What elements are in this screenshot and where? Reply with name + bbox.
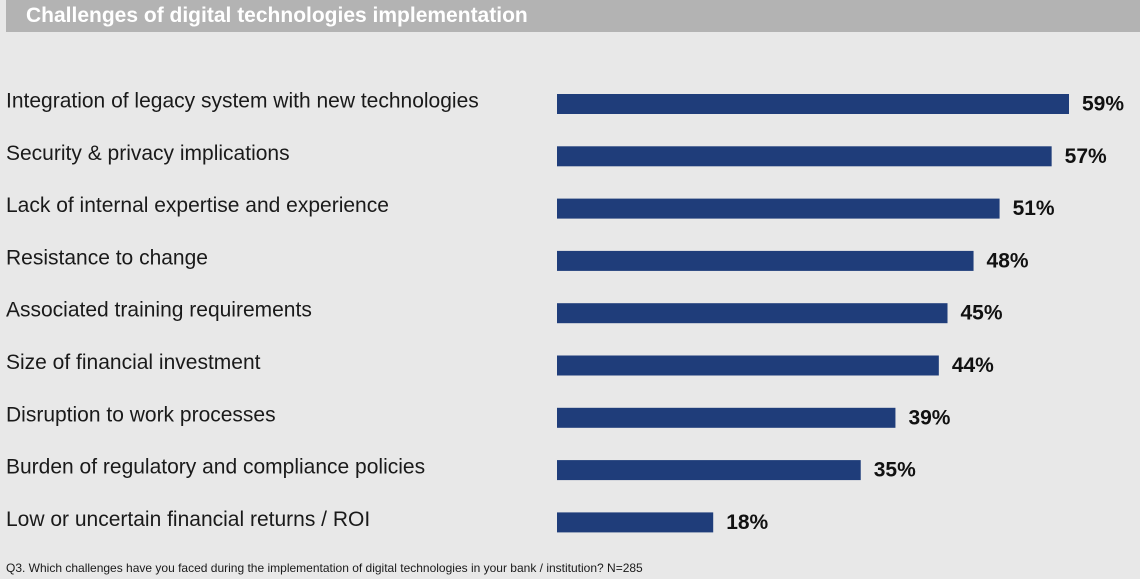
category-label: Associated training requirements — [6, 299, 312, 322]
footnote: Q3. Which challenges have you faced duri… — [6, 561, 643, 575]
value-label: 51% — [1013, 197, 1055, 220]
value-label: 39% — [908, 406, 950, 429]
value-label: 57% — [1065, 145, 1107, 168]
value-label: 48% — [987, 249, 1029, 272]
bar — [557, 460, 861, 481]
bar — [557, 303, 948, 324]
category-label: Resistance to change — [6, 246, 208, 269]
title-bar: Challenges of digital technologies imple… — [6, 0, 1140, 32]
bar — [557, 512, 714, 533]
category-label: Size of financial investment — [6, 351, 261, 374]
value-label: 45% — [961, 302, 1003, 325]
chart-title: Challenges of digital technologies imple… — [26, 4, 528, 27]
category-label: Burden of regulatory and compliance poli… — [6, 456, 425, 479]
bar — [557, 146, 1052, 167]
bar — [557, 198, 1000, 219]
bar — [557, 407, 896, 428]
category-label: Integration of legacy system with new te… — [6, 90, 479, 113]
category-label: Low or uncertain financial returns / ROI — [6, 508, 370, 531]
category-label: Lack of internal expertise and experienc… — [6, 194, 389, 217]
bar — [557, 94, 1069, 114]
bar — [557, 250, 974, 271]
value-label: 59% — [1082, 93, 1124, 116]
value-label: 44% — [952, 354, 994, 377]
value-label: 35% — [874, 459, 916, 482]
value-label: 18% — [726, 511, 768, 534]
category-label: Security & privacy implications — [6, 142, 290, 165]
bar — [557, 355, 939, 376]
category-label: Disruption to work processes — [6, 403, 276, 426]
